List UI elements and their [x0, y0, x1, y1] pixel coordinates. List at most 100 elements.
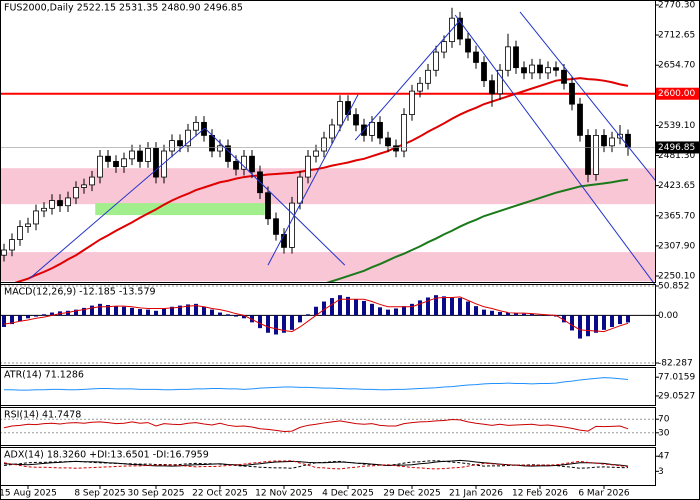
series-line [3, 460, 629, 470]
histogram-bar [442, 296, 446, 316]
histogram-bar [258, 315, 262, 329]
histogram-bar [386, 309, 390, 316]
candle-body [305, 155, 311, 178]
y-tick-label: 2712.65 [658, 31, 695, 41]
zone [95, 203, 265, 216]
candle-body [249, 155, 255, 173]
histogram-bar [354, 299, 358, 316]
candle-body [577, 103, 583, 136]
y-tick-label: 2250.10 [658, 272, 695, 282]
candle-body [393, 145, 399, 152]
panel-title: RSI(14) 41.7478 [4, 410, 81, 421]
candle-body [609, 137, 615, 147]
candle-body [177, 140, 183, 147]
histogram-bar [90, 305, 94, 316]
candle-body [289, 202, 295, 248]
histogram-bar [26, 315, 30, 319]
x-tick-label: 6 Mar 2026 [578, 489, 630, 499]
histogram-bar [498, 311, 502, 316]
candle-body [377, 121, 383, 139]
histogram-bar [434, 295, 438, 316]
level-label-bg [655, 87, 699, 100]
histogram-bar [82, 307, 86, 316]
histogram-bar [18, 315, 22, 322]
series-line [3, 459, 629, 467]
histogram-bar [602, 315, 606, 330]
histogram-bar [514, 313, 518, 316]
candle-body [553, 67, 559, 71]
histogram-bar [274, 315, 278, 335]
candle-body [593, 134, 599, 175]
panel-title: ADX(14) 18.3260 +DI:13.6501 -DI:16.7959 [4, 450, 209, 461]
y-tick-label: 47 [658, 452, 669, 462]
candle-body [401, 114, 407, 152]
candle-body [57, 200, 63, 207]
histogram-bar [290, 315, 294, 330]
trendline [204, 127, 346, 266]
candle-body [33, 210, 39, 225]
candle-body [41, 207, 47, 212]
y-tick-label: 0.00 [658, 311, 678, 321]
x-tick-label: 8 Sep 2025 [74, 489, 125, 499]
candle-body [497, 69, 503, 95]
histogram-bar [586, 315, 590, 337]
candle-body [321, 137, 327, 152]
candle-body [225, 145, 231, 162]
candle-body [169, 140, 175, 152]
candle-body [217, 145, 223, 152]
candle-body [145, 148, 151, 162]
y-tick-label: 2423.65 [658, 181, 695, 191]
y-tick-label: 2539.10 [658, 121, 695, 131]
histogram-bar [122, 306, 126, 316]
candle-body [441, 41, 447, 53]
candle-body [385, 137, 391, 147]
trendline [29, 127, 206, 279]
candle-body [457, 17, 463, 40]
trendline [454, 14, 656, 286]
histogram-bar [130, 307, 134, 316]
candle-body [185, 129, 191, 147]
histogram-bar [330, 298, 334, 316]
histogram-bar [162, 308, 166, 316]
candle-body [73, 187, 79, 199]
candle-body [513, 46, 519, 69]
histogram-bar [626, 315, 630, 323]
y-tick-label: 30 [658, 428, 670, 438]
histogram-bar [66, 310, 70, 316]
candle-body [529, 64, 535, 74]
histogram-bar [474, 306, 478, 316]
histogram-bar [458, 298, 462, 316]
histogram-bar [186, 304, 190, 316]
y-tick-label: 2481.30 [658, 151, 695, 161]
candle-body [625, 133, 631, 148]
histogram-bar [338, 295, 342, 316]
zone [0, 168, 655, 205]
series-line [3, 419, 629, 432]
panel-border [0, 367, 656, 406]
panel-title: FUS2000,Daily 2522.15 2531.35 2480.90 24… [4, 3, 243, 14]
series-line [14, 77, 629, 282]
candle-body [489, 80, 495, 95]
candle-body [465, 38, 471, 53]
candle-body [473, 51, 479, 63]
histogram-bar [362, 300, 366, 316]
panel-border [0, 284, 656, 366]
histogram-bar [306, 314, 310, 316]
candle-body [161, 150, 167, 178]
y-tick-label: 3 [658, 467, 664, 477]
histogram-bar [570, 315, 574, 331]
y-tick-label: 2770.30 [658, 1, 695, 11]
candle-body [481, 62, 487, 82]
x-tick-label: 30 Sep 2025 [127, 489, 184, 499]
histogram-bar [466, 301, 470, 316]
x-tick-label: 21 Jan 2026 [449, 489, 503, 499]
candle-body [1, 249, 7, 256]
candle-body [425, 69, 431, 84]
level-label: 2600.00 [658, 89, 695, 99]
histogram-bar [394, 308, 398, 316]
histogram-bar [522, 313, 526, 316]
y-tick-label: 50.852 [658, 282, 690, 292]
